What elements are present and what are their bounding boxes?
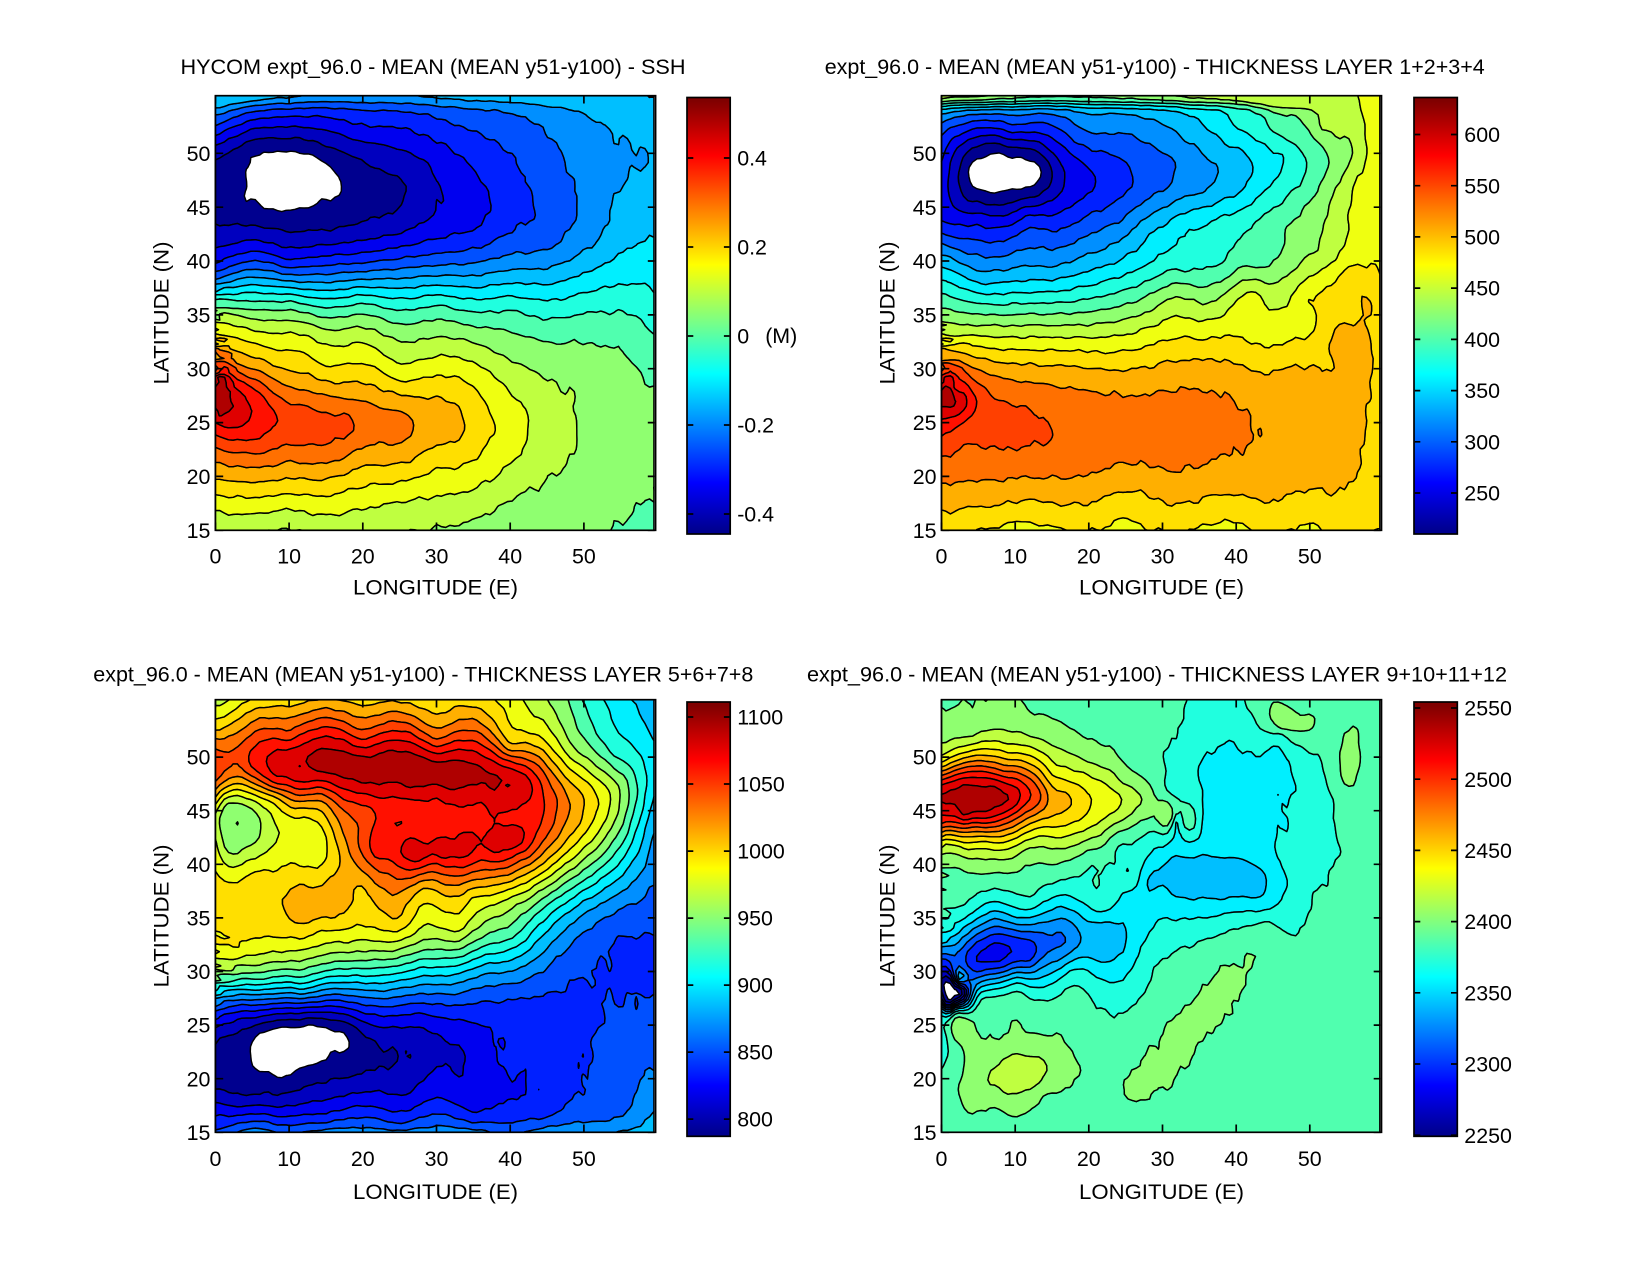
- svg-text:40: 40: [187, 853, 211, 877]
- svg-text:350: 350: [1464, 379, 1500, 403]
- svg-text:HYCOM expt_96.0 - MEAN (MEAN y: HYCOM expt_96.0 - MEAN (MEAN y51-y100) -…: [181, 55, 686, 79]
- svg-text:LATITUDE (N): LATITUDE (N): [876, 242, 900, 385]
- svg-text:30: 30: [187, 960, 211, 984]
- svg-text:45: 45: [187, 196, 211, 220]
- svg-text:25: 25: [913, 411, 937, 435]
- svg-text:30: 30: [1151, 545, 1175, 569]
- svg-text:15: 15: [187, 1121, 211, 1145]
- svg-text:25: 25: [187, 411, 211, 435]
- svg-text:600: 600: [1464, 123, 1500, 147]
- svg-text:40: 40: [1224, 545, 1248, 569]
- svg-text:LONGITUDE (E): LONGITUDE (E): [353, 1180, 518, 1204]
- svg-text:expt_96.0 - MEAN (MEAN y51-y10: expt_96.0 - MEAN (MEAN y51-y100) - THICK…: [93, 662, 753, 686]
- svg-text:20: 20: [1077, 1147, 1101, 1171]
- svg-text:500: 500: [1464, 226, 1500, 250]
- svg-text:LONGITUDE (E): LONGITUDE (E): [1079, 1180, 1244, 1204]
- svg-text:15: 15: [913, 519, 937, 543]
- svg-text:0: 0: [737, 325, 749, 349]
- svg-text:20: 20: [1077, 545, 1101, 569]
- svg-text:35: 35: [913, 304, 937, 328]
- svg-text:45: 45: [913, 799, 937, 823]
- svg-text:LATITUDE (N): LATITUDE (N): [150, 845, 174, 988]
- svg-text:0: 0: [209, 1147, 221, 1171]
- svg-text:35: 35: [913, 907, 937, 931]
- svg-text:(M): (M): [765, 324, 797, 348]
- svg-text:expt_96.0 - MEAN (MEAN y51-y10: expt_96.0 - MEAN (MEAN y51-y100) - THICK…: [825, 55, 1485, 79]
- svg-text:LATITUDE (N): LATITUDE (N): [150, 242, 174, 385]
- svg-text:30: 30: [913, 960, 937, 984]
- svg-text:2250: 2250: [1464, 1124, 1512, 1148]
- svg-text:20: 20: [187, 1067, 211, 1091]
- svg-text:0: 0: [936, 1147, 948, 1171]
- svg-text:35: 35: [187, 304, 211, 328]
- svg-text:50: 50: [1298, 1147, 1322, 1171]
- svg-text:45: 45: [187, 799, 211, 823]
- svg-text:20: 20: [913, 465, 937, 489]
- svg-text:LONGITUDE (E): LONGITUDE (E): [353, 576, 518, 600]
- svg-text:40: 40: [1224, 1147, 1248, 1171]
- svg-text:LATITUDE (N): LATITUDE (N): [876, 845, 900, 988]
- svg-text:50: 50: [913, 142, 937, 166]
- svg-text:40: 40: [913, 250, 937, 274]
- svg-text:40: 40: [187, 250, 211, 274]
- svg-text:30: 30: [1151, 1147, 1175, 1171]
- svg-text:0: 0: [209, 545, 221, 569]
- svg-text:25: 25: [187, 1014, 211, 1038]
- svg-text:50: 50: [187, 746, 211, 770]
- svg-text:25: 25: [913, 1014, 937, 1038]
- svg-text:250: 250: [1464, 482, 1500, 506]
- svg-text:2550: 2550: [1464, 697, 1512, 721]
- svg-text:0.2: 0.2: [737, 236, 767, 260]
- svg-text:expt_96.0 - MEAN (MEAN y51-y10: expt_96.0 - MEAN (MEAN y51-y100) - THICK…: [807, 662, 1507, 686]
- svg-text:-0.4: -0.4: [737, 503, 774, 527]
- svg-text:50: 50: [913, 746, 937, 770]
- svg-text:450: 450: [1464, 277, 1500, 301]
- svg-text:950: 950: [737, 907, 773, 931]
- svg-text:10: 10: [1003, 1147, 1027, 1171]
- svg-text:550: 550: [1464, 174, 1500, 198]
- svg-text:15: 15: [913, 1121, 937, 1145]
- svg-text:40: 40: [498, 1147, 522, 1171]
- svg-text:20: 20: [351, 545, 375, 569]
- svg-text:30: 30: [425, 545, 449, 569]
- svg-text:-0.2: -0.2: [737, 414, 774, 438]
- svg-text:15: 15: [187, 519, 211, 543]
- svg-text:40: 40: [913, 853, 937, 877]
- svg-text:10: 10: [277, 1147, 301, 1171]
- svg-text:10: 10: [1003, 545, 1027, 569]
- svg-text:2400: 2400: [1464, 910, 1512, 934]
- svg-text:2500: 2500: [1464, 768, 1512, 792]
- svg-text:40: 40: [498, 545, 522, 569]
- svg-text:35: 35: [187, 907, 211, 931]
- svg-text:400: 400: [1464, 328, 1500, 352]
- svg-text:1100: 1100: [737, 706, 783, 730]
- svg-text:1050: 1050: [737, 773, 785, 797]
- svg-text:20: 20: [187, 465, 211, 489]
- svg-text:300: 300: [1464, 430, 1500, 454]
- svg-text:900: 900: [737, 974, 773, 998]
- svg-text:0.4: 0.4: [737, 147, 767, 171]
- svg-text:20: 20: [913, 1067, 937, 1091]
- svg-text:800: 800: [737, 1108, 773, 1132]
- svg-text:30: 30: [425, 1147, 449, 1171]
- svg-text:2450: 2450: [1464, 839, 1512, 863]
- svg-text:50: 50: [187, 142, 211, 166]
- svg-text:45: 45: [913, 196, 937, 220]
- svg-text:1000: 1000: [737, 840, 785, 864]
- svg-text:850: 850: [737, 1041, 773, 1065]
- svg-text:30: 30: [913, 357, 937, 381]
- svg-text:0: 0: [936, 545, 948, 569]
- svg-text:LONGITUDE (E): LONGITUDE (E): [1079, 576, 1244, 600]
- svg-text:2350: 2350: [1464, 981, 1512, 1005]
- svg-text:30: 30: [187, 357, 211, 381]
- svg-text:20: 20: [351, 1147, 375, 1171]
- svg-text:2300: 2300: [1464, 1053, 1512, 1077]
- svg-text:50: 50: [1298, 545, 1322, 569]
- svg-text:10: 10: [277, 545, 301, 569]
- svg-text:50: 50: [572, 545, 596, 569]
- svg-text:50: 50: [572, 1147, 596, 1171]
